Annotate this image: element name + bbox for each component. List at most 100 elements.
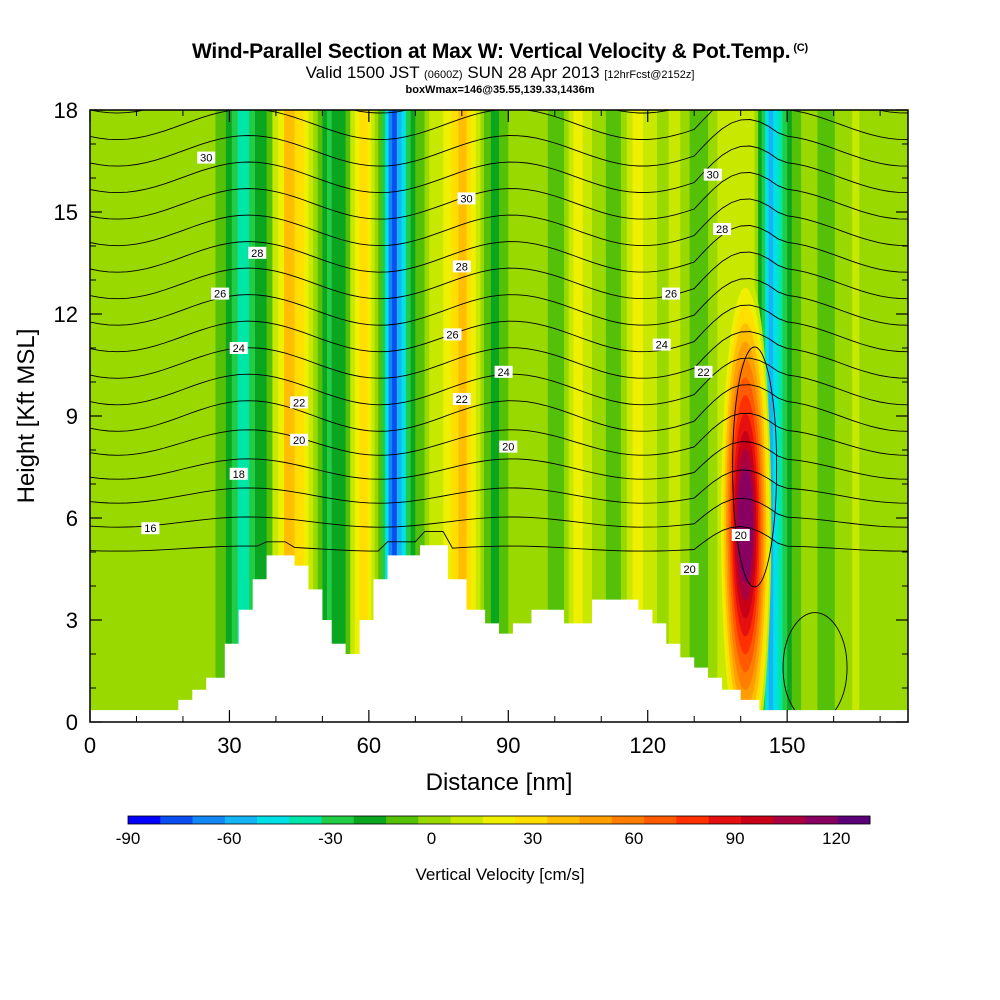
velocity-band [684, 110, 691, 722]
contour-label-bg [694, 365, 713, 378]
velocity-band [689, 110, 695, 722]
chart-title-text: Wind-Parallel Section at Max W: Vertical… [192, 40, 791, 63]
colorbar-swatch [579, 816, 613, 824]
velocity-band [615, 110, 622, 722]
velocity-band [317, 110, 323, 722]
velocity-band [108, 110, 119, 722]
velocity-band [698, 110, 705, 722]
velocity-band [284, 110, 291, 722]
closed-contour [732, 346, 778, 588]
velocity-band [536, 110, 543, 722]
velocity-band [289, 110, 296, 722]
box-wmax-line: boxWmax=146@35.55,139.33,1436m [405, 84, 595, 96]
isentrope-line [90, 304, 908, 353]
velocity-band [542, 110, 549, 722]
velocity-band [201, 110, 207, 722]
velocity-band [791, 110, 797, 722]
x-tick-label: 30 [217, 733, 241, 758]
velocity-band [303, 110, 309, 722]
contour-label-text: 22 [293, 397, 305, 409]
velocity-band [206, 110, 212, 722]
velocity-band [345, 110, 351, 722]
velocity-band [638, 110, 644, 722]
isentrope-line [90, 145, 908, 194]
contour-label: 28 [452, 260, 471, 273]
contour-label-text: 22 [456, 394, 468, 406]
velocity-band [374, 110, 379, 722]
colorbar-swatch [611, 816, 645, 824]
contour-label-bg [680, 563, 699, 575]
velocity-band [657, 110, 664, 722]
contour-label-text: 20 [683, 564, 695, 576]
terrain-mask [90, 545, 908, 722]
velocity-band [475, 110, 481, 722]
velocity-band [183, 110, 193, 722]
contour-label: 18 [229, 467, 248, 481]
contour-label-bg [197, 151, 216, 164]
isentrope-line [90, 110, 908, 114]
velocity-band [145, 110, 156, 722]
contour-label-bg [248, 246, 267, 259]
contour-label-text: 26 [665, 289, 677, 301]
colorbar-swatch [192, 816, 226, 824]
velocity-band [487, 110, 492, 722]
velocity-band [578, 110, 584, 722]
velocity-band [768, 110, 774, 722]
colorbar-swatch [676, 816, 710, 824]
velocity-band [605, 110, 612, 722]
velocity-band [787, 110, 793, 722]
x-axis-title: Distance [nm] [426, 769, 573, 796]
contour-label: 20 [731, 529, 750, 542]
colorbar-swatch [128, 816, 161, 824]
contour-label-bg [731, 529, 750, 541]
contour-label: 16 [141, 522, 160, 535]
velocity-band [880, 110, 888, 722]
velocity-band [401, 110, 407, 722]
velocity-band [483, 110, 488, 722]
contour-label: 24 [652, 338, 671, 352]
velocity-band [518, 110, 526, 722]
contour-label: 24 [494, 365, 513, 379]
contour-label-bg [652, 338, 671, 351]
y-axis-title: Height [Kft MSL] [13, 329, 40, 504]
velocity-band [215, 110, 221, 722]
contour-label-text: 28 [716, 224, 728, 236]
colorbar-swatch [482, 816, 516, 824]
y-tick-label: 15 [54, 200, 78, 225]
contour-label: 26 [662, 287, 680, 301]
colorbar-swatch [644, 816, 677, 824]
isentrope-line [90, 251, 908, 300]
colorbar-swatch [418, 816, 452, 824]
isentrope-line [90, 412, 908, 456]
velocity-band [392, 110, 398, 722]
velocity-band [266, 110, 273, 722]
contour-label-bg [229, 342, 248, 354]
velocity-band [703, 110, 709, 722]
velocity-band [192, 110, 203, 722]
velocity-band [237, 110, 244, 722]
colorbar-swatch [289, 816, 323, 824]
velocity-band [260, 110, 268, 722]
contour-label: 22 [694, 365, 713, 379]
velocity-band [559, 110, 565, 722]
velocity-band [708, 110, 714, 722]
isentrope-line [90, 40, 908, 87]
contour-label-bg [703, 168, 722, 181]
contour-label-text: 28 [251, 248, 263, 260]
chart-subtitle: Valid 1500 JST (0600Z) SUN 28 Apr 2013 [… [0, 64, 1000, 84]
y-tick-label: 12 [54, 302, 78, 327]
colorbar-swatch [224, 816, 258, 824]
colorbar-swatch [837, 816, 871, 824]
velocity-band [782, 110, 788, 722]
x-tick-label: 120 [629, 733, 666, 758]
contour-label: 30 [457, 192, 476, 205]
velocity-band [385, 110, 390, 722]
velocity-band [647, 110, 653, 722]
velocity-band [859, 110, 867, 722]
velocity-band [834, 110, 842, 722]
contour-label-text: 20 [502, 442, 514, 454]
velocity-band [451, 110, 456, 722]
contour-label-bg [494, 365, 513, 378]
contour-label: 20 [290, 433, 309, 447]
velocity-band [652, 110, 658, 722]
